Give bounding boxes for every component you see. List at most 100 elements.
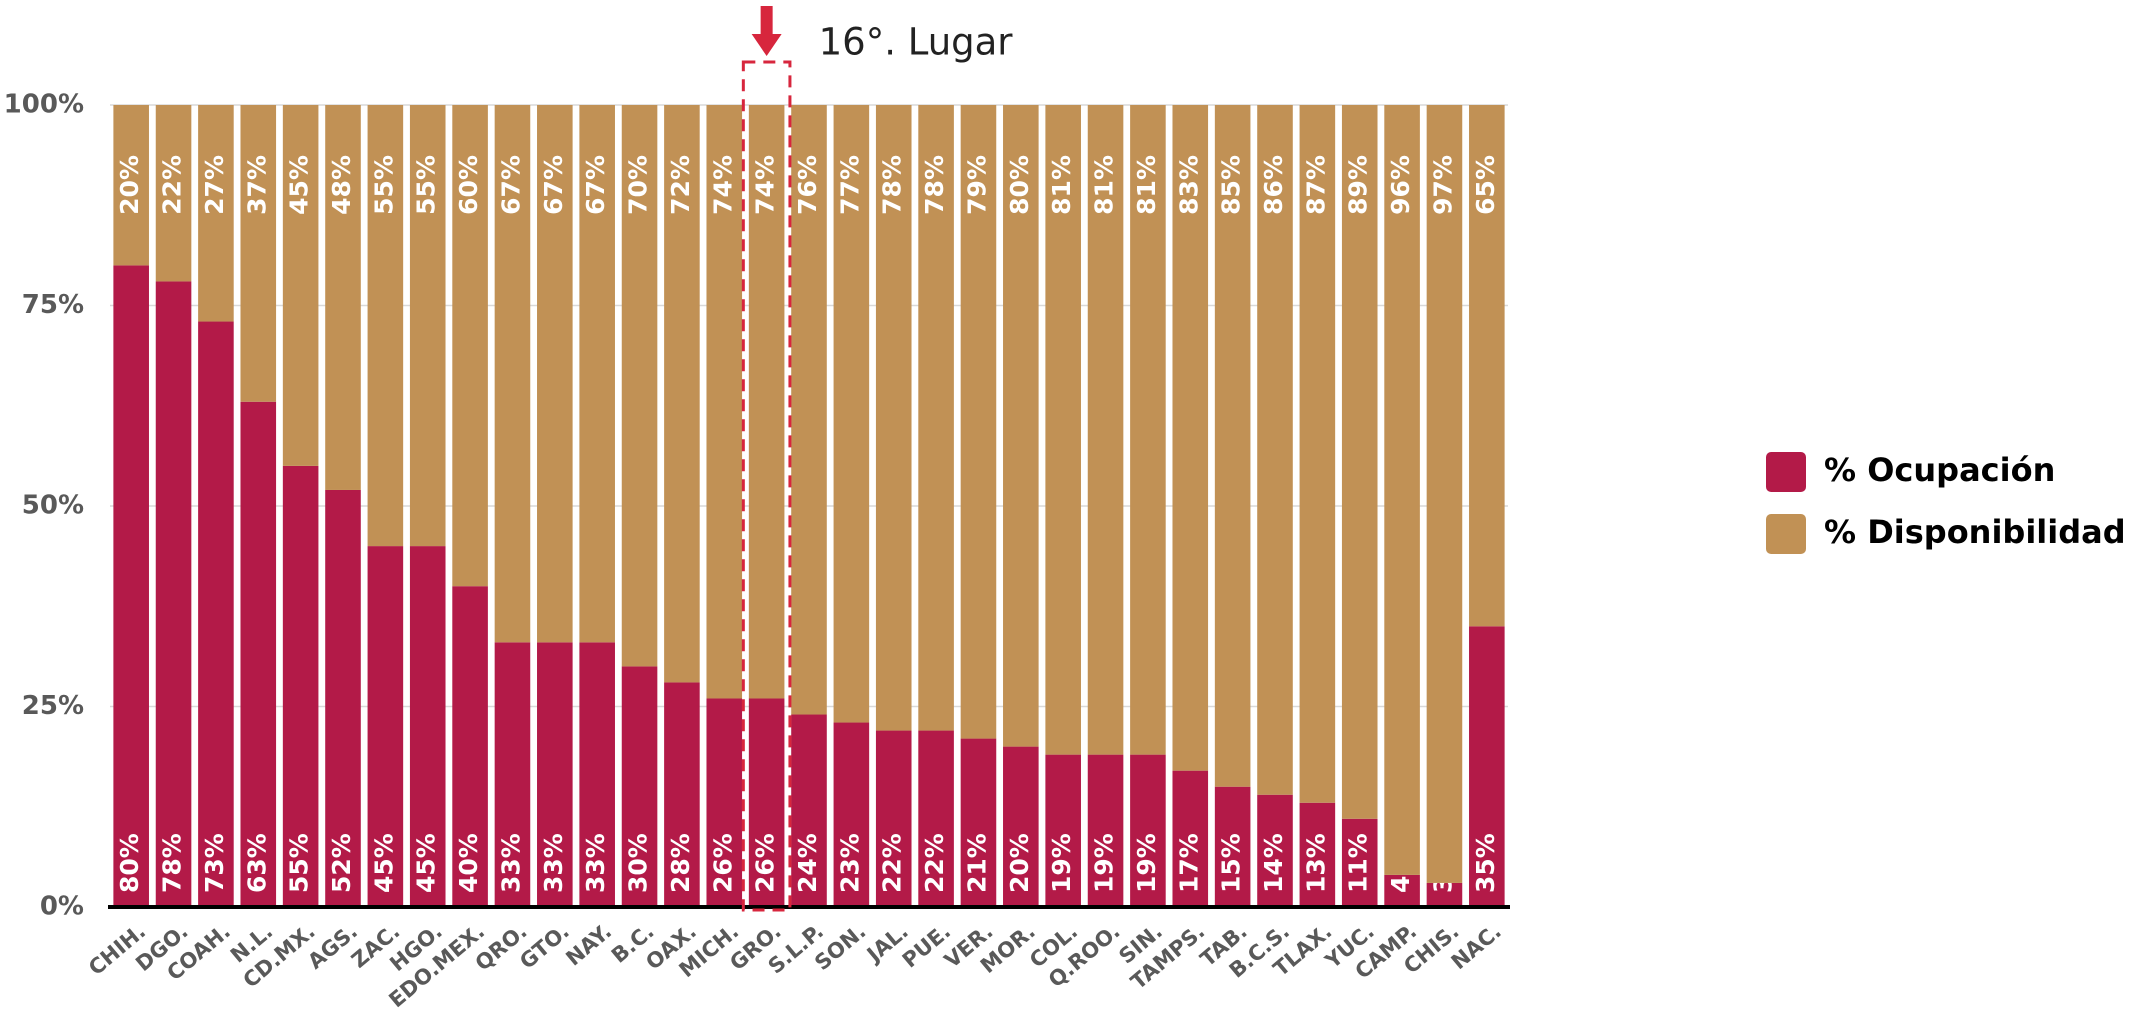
value-label: 67% (539, 155, 568, 215)
value-label: 60% (454, 155, 483, 215)
bar-segment (1299, 802, 1336, 907)
bar-segment (960, 738, 997, 907)
bar-segment (1172, 770, 1209, 907)
bar-segment (1087, 105, 1124, 755)
bar-segment (1214, 105, 1251, 787)
bar-segment (325, 105, 361, 490)
value-label: 19% (1132, 833, 1161, 893)
bar-segment (409, 105, 446, 547)
bar-segment (1426, 105, 1463, 883)
bar-segment (621, 105, 658, 667)
bar-segment (1045, 105, 1081, 755)
value-label: 81% (1090, 155, 1119, 215)
bar-segment (282, 105, 319, 466)
bar-segment (1130, 754, 1166, 907)
bar-segment (1426, 882, 1463, 907)
legend-label: % Ocupación (1824, 451, 2055, 489)
value-label: 55% (285, 833, 314, 893)
bar-segment (918, 105, 954, 731)
value-label: 78% (158, 833, 187, 893)
value-label: 35% (1471, 833, 1500, 893)
x-tick-label: NAY. (561, 919, 616, 971)
highlight-box (741, 60, 792, 912)
bar-segment (748, 105, 785, 699)
value-label: 27% (200, 155, 229, 215)
value-label: 19% (1047, 833, 1076, 893)
x-tick-label: PUE. (898, 919, 955, 973)
bar-segment (960, 105, 997, 739)
arrow-head (751, 34, 782, 56)
value-label: 28% (666, 833, 695, 893)
value-label: 37% (242, 155, 271, 215)
bar-segment (367, 105, 404, 547)
bar-segment (579, 642, 615, 907)
value-label: 76% (793, 155, 822, 215)
bar-segment (791, 105, 827, 715)
y-tick-label: 25% (22, 691, 84, 721)
value-label: 80% (115, 833, 144, 893)
value-label: 26% (751, 833, 780, 893)
value-label: 22% (158, 155, 187, 215)
bar-segment (1087, 754, 1124, 907)
value-label: 89% (1344, 155, 1373, 215)
bar-segment (282, 465, 319, 907)
bar-segment (1469, 626, 1505, 907)
bar-segment (240, 401, 277, 907)
value-label: 79% (962, 155, 991, 215)
bar-segment (1257, 105, 1293, 795)
bar-segment (1384, 105, 1420, 875)
bar-segment (1257, 794, 1293, 907)
value-label: 72% (666, 155, 695, 215)
value-label: 45% (285, 155, 314, 215)
value-label: 77% (835, 155, 864, 215)
bar-segment (1341, 818, 1378, 907)
value-label: 24% (793, 833, 822, 893)
bar-segment (113, 265, 149, 907)
value-label: 19% (1090, 833, 1119, 893)
value-label: 87% (1301, 155, 1330, 215)
y-tick-label: 50% (22, 491, 84, 521)
bar-segment (1214, 786, 1251, 907)
value-label: 21% (962, 833, 991, 893)
value-label: 17% (1174, 833, 1203, 893)
value-label: 40% (454, 833, 483, 893)
value-label: 67% (581, 155, 610, 215)
bar-segment (537, 642, 573, 907)
y-tick-label: 0% (40, 892, 84, 922)
bar-segment (579, 105, 615, 643)
value-label: 74% (751, 155, 780, 215)
bar-segment (833, 105, 870, 723)
value-label: 22% (920, 833, 949, 893)
bar-segment (706, 698, 743, 907)
legend-swatch (1766, 452, 1806, 492)
value-label: 45% (369, 833, 398, 893)
value-label: 67% (496, 155, 525, 215)
bar-segment (706, 105, 743, 699)
value-label: 11% (1344, 833, 1373, 893)
bar-segment (748, 698, 785, 907)
bar-segment (155, 105, 192, 282)
bar-segment (325, 489, 361, 907)
bar-segment (791, 714, 827, 907)
value-label: 97% (1428, 155, 1457, 215)
bar-segment (367, 546, 404, 907)
bar-segment (452, 105, 488, 587)
bar-segment (198, 105, 234, 322)
value-label: 45% (412, 833, 441, 893)
bar-segment (833, 722, 870, 907)
annotation: 16°. Lugar (819, 21, 1014, 64)
x-tick-label: AGS. (303, 919, 362, 974)
y-tick-label: 100% (4, 90, 84, 120)
value-label: 23% (835, 833, 864, 893)
value-label: 33% (539, 833, 568, 893)
arrow-shaft (760, 6, 773, 36)
value-label: 33% (496, 833, 525, 893)
value-label: 30% (624, 833, 653, 893)
bar-segment (113, 105, 149, 266)
value-label: 70% (624, 155, 653, 215)
x-tick-label: GTO. (515, 919, 574, 974)
value-label: 73% (200, 833, 229, 893)
x-tick-label: NAC. (1447, 919, 1506, 974)
value-label: 55% (412, 155, 441, 215)
